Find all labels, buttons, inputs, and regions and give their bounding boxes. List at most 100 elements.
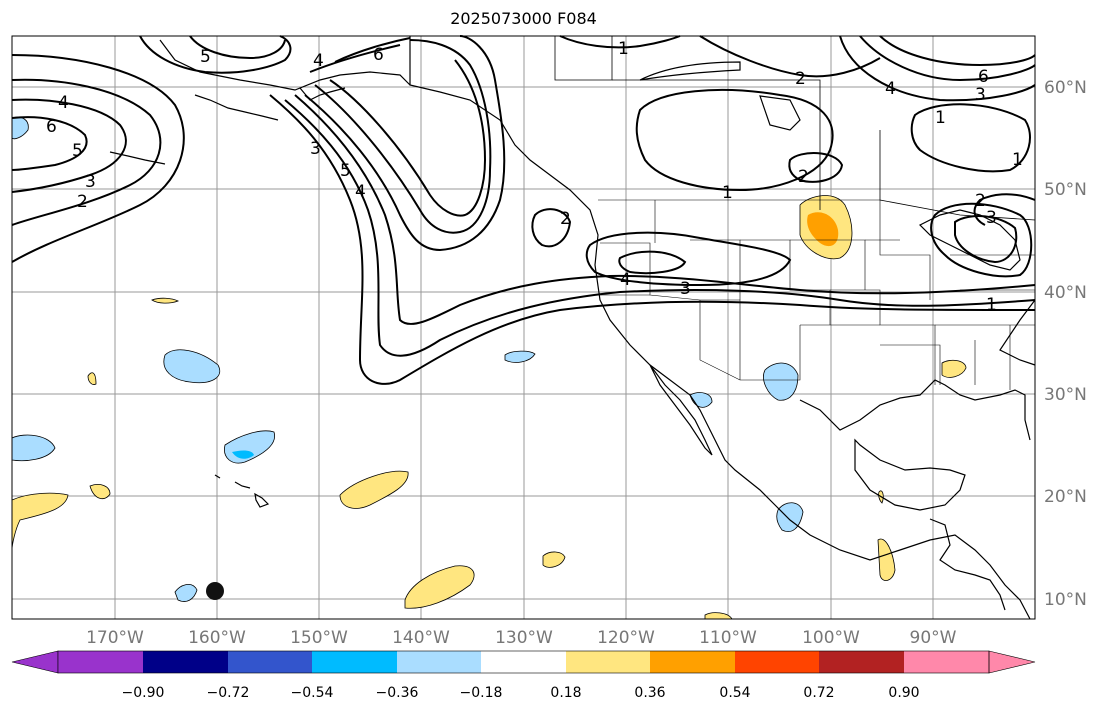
latitude-labels: 60°N 50°N 40°N 30°N 20°N 10°N xyxy=(1044,78,1087,610)
map-panel: 1 1 1 1 1 2 2 2 2 2 3 3 3 3 3 4 4 4 4 4 … xyxy=(11,35,1036,620)
colorbar-frame xyxy=(57,650,990,674)
contour-label: 6 xyxy=(373,45,384,65)
lon-gridlines xyxy=(114,36,934,619)
colorbar-segment xyxy=(58,651,143,673)
contour-ring xyxy=(788,152,844,183)
contour-label: 4 xyxy=(355,182,366,202)
lon-label: 160°W xyxy=(188,628,246,648)
shaded-fields xyxy=(11,116,967,620)
lat-label: 60°N xyxy=(1044,78,1087,98)
contour-label: 2 xyxy=(798,167,809,187)
colorbar-segment xyxy=(312,651,397,673)
lat-label: 50°N xyxy=(1044,180,1087,200)
lon-label: 100°W xyxy=(802,628,860,648)
negative-patch xyxy=(504,350,536,363)
lat-label: 20°N xyxy=(1044,487,1087,507)
contour-label: 4 xyxy=(885,79,896,99)
map-title: 2025073000 F084 xyxy=(450,9,597,28)
lon-label: 150°W xyxy=(290,628,348,648)
colorbar-segment xyxy=(481,651,566,673)
colorbar-tick: −0.36 xyxy=(376,685,419,701)
contour-ring xyxy=(531,208,572,248)
positive-patch xyxy=(151,297,180,304)
lon-label: 110°W xyxy=(699,628,757,648)
colorbar: −0.90 −0.72 −0.54 −0.36 −0.18 0.18 0.36 … xyxy=(11,650,1036,701)
positive-patch xyxy=(542,551,566,568)
positive-patch xyxy=(404,565,475,609)
colorbar-tick: 0.54 xyxy=(719,685,750,701)
contour-label: 3 xyxy=(986,208,997,228)
colorbar-segment xyxy=(650,651,735,673)
contour-label: 6 xyxy=(978,67,989,87)
positive-core-patch xyxy=(807,212,839,247)
contour-label: 4 xyxy=(313,51,324,71)
contour-label: 2 xyxy=(560,209,571,229)
colorbar-segment xyxy=(228,651,313,673)
contour-label: 2 xyxy=(795,69,806,89)
lon-label: 170°W xyxy=(86,628,144,648)
contour-label: 1 xyxy=(935,108,946,128)
positive-patch xyxy=(11,492,69,551)
colorbar-tick: 0.18 xyxy=(550,685,581,701)
contour-ring xyxy=(954,215,1018,264)
contour-label: 1 xyxy=(1012,150,1023,170)
contour-label: 6 xyxy=(46,117,57,137)
contour-label: 2 xyxy=(77,192,88,212)
lon-label: 130°W xyxy=(495,628,553,648)
lat-label: 10°N xyxy=(1044,590,1087,610)
negative-patch xyxy=(11,434,56,462)
contour-label: 2 xyxy=(975,191,986,211)
lon-label: 120°W xyxy=(597,628,655,648)
lat-label: 30°N xyxy=(1044,385,1087,405)
negative-patch xyxy=(174,583,198,602)
contour-ring xyxy=(635,89,834,192)
colorbar-segment xyxy=(819,651,904,673)
contour-label: 1 xyxy=(722,183,733,203)
map-frame xyxy=(11,35,1036,620)
colorbar-tick: −0.54 xyxy=(291,685,334,701)
contour-label: 3 xyxy=(85,172,96,192)
lat-label: 40°N xyxy=(1044,283,1087,303)
colorbar-segment xyxy=(397,651,482,673)
colorbar-tick: −0.90 xyxy=(122,685,165,701)
colorbar-tick: −0.18 xyxy=(460,685,503,701)
contour-label: 5 xyxy=(340,161,351,181)
contour-label: 1 xyxy=(986,295,997,315)
contour-label: 4 xyxy=(58,93,69,113)
contour-ring xyxy=(585,231,792,287)
lon-label: 140°W xyxy=(392,628,450,648)
location-marker xyxy=(206,582,224,600)
colorbar-max-extend xyxy=(988,650,1036,674)
contour-ring xyxy=(930,202,1033,278)
positive-patch xyxy=(89,484,111,500)
contour-ring xyxy=(910,103,1031,173)
contour-label: 4 xyxy=(620,270,631,290)
colorbar-segment xyxy=(735,651,820,673)
contour-ring xyxy=(618,250,687,275)
positive-patch xyxy=(339,470,409,509)
coastlines xyxy=(109,36,1036,620)
positive-patch xyxy=(941,359,967,378)
lon-label: 90°W xyxy=(910,628,957,648)
contour-labels: 1 1 1 1 1 2 2 2 2 2 3 3 3 3 3 4 4 4 4 4 … xyxy=(46,39,1023,315)
longitude-labels: 170°W 160°W 150°W 140°W 130°W 120°W 110°… xyxy=(86,628,957,648)
positive-patch xyxy=(87,372,97,385)
colorbar-segment xyxy=(566,651,651,673)
colorbar-segment xyxy=(904,651,989,673)
colorbar-tick: 0.72 xyxy=(803,685,834,701)
colorbar-segment xyxy=(143,651,228,673)
positive-patch xyxy=(877,538,896,581)
contour-label: 3 xyxy=(975,85,986,105)
contour-label: 5 xyxy=(72,141,83,161)
colorbar-tick: 0.90 xyxy=(888,685,919,701)
colorbar-min-extend xyxy=(11,650,59,674)
contour-label: 1 xyxy=(618,39,629,59)
negative-core-patch xyxy=(232,450,254,459)
colorbar-tick: −0.72 xyxy=(207,685,250,701)
contour-label: 3 xyxy=(680,279,691,299)
contours xyxy=(11,35,1036,385)
negative-patch xyxy=(763,362,799,401)
contour-label: 3 xyxy=(310,139,321,159)
colorbar-tick: 0.36 xyxy=(634,685,665,701)
